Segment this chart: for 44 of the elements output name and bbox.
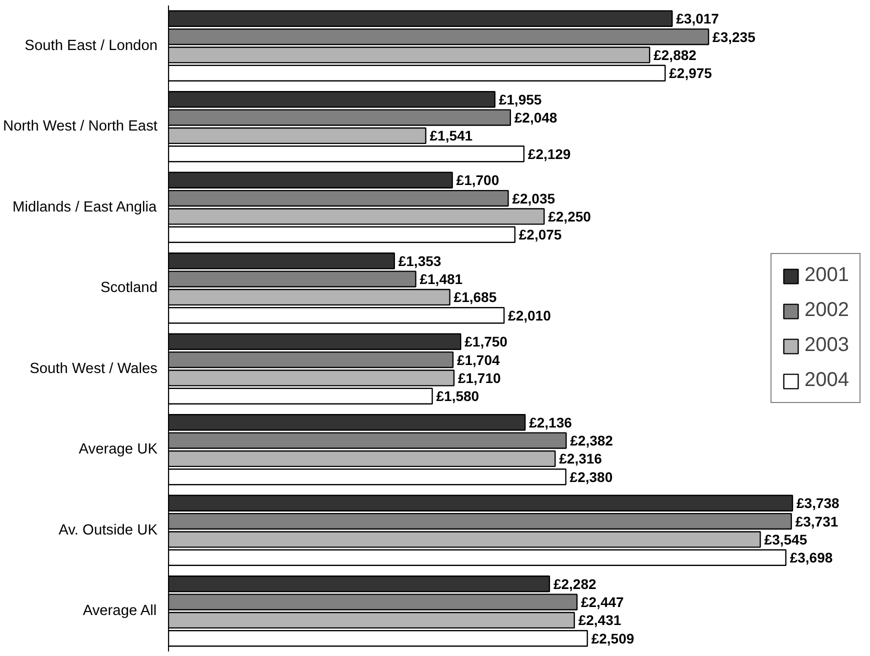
data-label: £2,136 (529, 414, 572, 430)
y-tick-label: North West / North East (3, 118, 158, 135)
data-label: £3,731 (795, 513, 838, 530)
legend-label: 2004 (804, 369, 849, 392)
data-label: £2,380 (570, 468, 613, 485)
data-label: £2,048 (514, 110, 558, 126)
y-tick-label: Midlands / East Anglia (12, 199, 158, 216)
data-label: £2,075 (518, 226, 562, 243)
data-label: £3,698 (790, 550, 833, 566)
data-label: £1,700 (456, 172, 500, 188)
data-label: £2,010 (508, 307, 552, 324)
data-label: £3,017 (676, 10, 720, 27)
data-label: £1,685 (454, 289, 497, 306)
data-label: £2,316 (559, 450, 602, 467)
data-label: £2,129 (528, 146, 571, 162)
data-label: £2,250 (548, 208, 592, 224)
data-label: £2,882 (654, 46, 697, 63)
y-tick-label: Av. Outside UK (58, 522, 158, 538)
data-label: £2,382 (570, 432, 614, 449)
legend-label: 2002 (804, 299, 849, 322)
legend-label: 2003 (804, 334, 849, 357)
data-label: £2,282 (553, 576, 596, 592)
data-label: £1,353 (398, 252, 442, 269)
y-tick-label: South West / Wales (30, 360, 158, 377)
data-label: £3,545 (764, 531, 808, 548)
y-tick-label: Average All (82, 603, 157, 620)
data-label: £1,955 (498, 91, 542, 108)
data-label: £1,541 (430, 128, 473, 144)
data-label: £1,710 (458, 370, 501, 386)
data-label: £1,481 (420, 271, 463, 288)
y-tick-label: Average UK (78, 442, 158, 458)
data-label: £2,431 (578, 612, 622, 628)
data-label: £3,738 (796, 495, 840, 512)
data-label: £2,447 (580, 594, 624, 610)
data-label: £2,509 (591, 630, 634, 646)
data-label: £1,704 (456, 352, 500, 368)
data-label: £2,975 (669, 65, 712, 82)
data-label: £2,035 (512, 190, 556, 206)
y-tick-label: South East / London (24, 38, 158, 54)
legend-label: 2001 (804, 264, 849, 287)
data-label: £3,235 (712, 28, 756, 45)
data-label: £1,750 (464, 334, 508, 350)
y-tick-label: Scotland (100, 280, 158, 296)
data-label: £1,580 (436, 388, 480, 404)
